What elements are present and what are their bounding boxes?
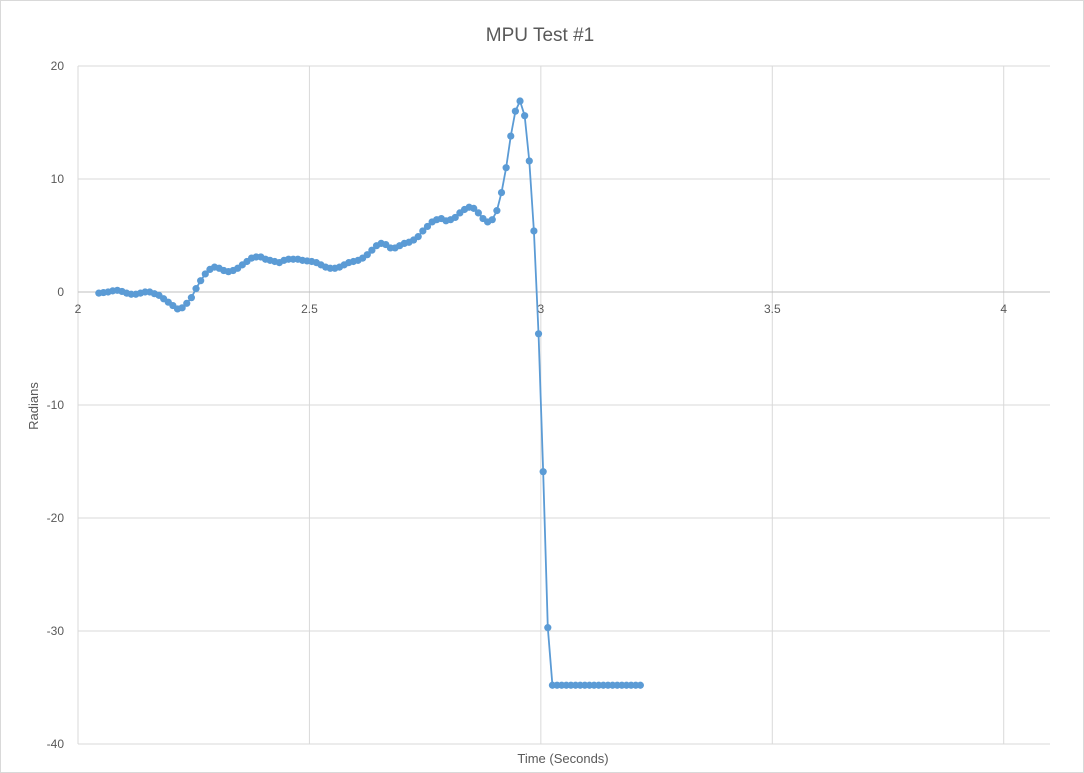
y-tick-label: 10 <box>51 172 65 186</box>
data-point <box>534 330 543 338</box>
x-tick-label: 2 <box>75 302 82 316</box>
y-tick-label: 20 <box>51 59 65 73</box>
series-line <box>98 98 641 687</box>
data-point <box>497 188 506 197</box>
data-point <box>502 164 510 172</box>
data-point <box>493 207 501 215</box>
y-tick-label: 0 <box>57 285 64 299</box>
data-point <box>474 209 482 217</box>
x-tick-label: 2.5 <box>301 302 318 316</box>
y-tick-label: -20 <box>47 511 65 525</box>
x-tick-label: 4 <box>1000 302 1007 316</box>
data-point <box>183 299 191 307</box>
data-point <box>363 251 371 259</box>
data-point <box>414 233 422 241</box>
y-tick-label: -10 <box>47 398 65 412</box>
y-tick-label: -40 <box>47 737 65 751</box>
series-layer <box>95 97 644 689</box>
data-point <box>544 624 552 632</box>
x-axis-title: Time (Seconds) <box>517 751 608 766</box>
data-point <box>423 222 432 231</box>
data-point <box>636 681 644 689</box>
gridlines <box>77 65 1050 745</box>
data-point <box>507 132 515 140</box>
data-point <box>488 216 496 224</box>
data-point <box>197 277 205 285</box>
data-point <box>368 246 376 254</box>
data-point <box>530 227 538 235</box>
data-point <box>470 204 478 212</box>
axes: 20 10 0 -10 -20 -30 -40 2 2.5 3 3.5 4 <box>47 59 1050 751</box>
y-axis-title: Radians <box>26 382 41 430</box>
x-tick-label: 3.5 <box>764 302 781 316</box>
x-tick-label: 3 <box>538 302 545 316</box>
data-point <box>451 213 459 222</box>
data-point <box>419 227 427 235</box>
data-point <box>201 270 209 278</box>
y-tick-label: -30 <box>47 624 65 638</box>
data-point <box>178 304 186 312</box>
data-point <box>521 112 529 120</box>
data-point <box>511 107 519 115</box>
chart-title: MPU Test #1 <box>486 25 594 46</box>
data-point <box>192 285 200 293</box>
data-point <box>539 468 547 476</box>
data-point <box>516 97 524 105</box>
data-point <box>187 294 195 302</box>
data-point <box>525 157 533 165</box>
